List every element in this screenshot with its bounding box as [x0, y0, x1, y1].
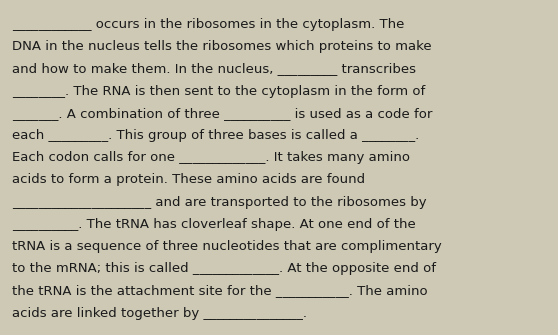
Text: to the mRNA; this is called _____________. At the opposite end of: to the mRNA; this is called ____________… [12, 262, 436, 275]
Text: ________. The RNA is then sent to the cytoplasm in the form of: ________. The RNA is then sent to the cy… [12, 85, 425, 97]
Text: acids to form a protein. These amino acids are found: acids to form a protein. These amino aci… [12, 174, 365, 186]
Text: Each codon calls for one _____________. It takes many amino: Each codon calls for one _____________. … [12, 151, 410, 164]
Text: _______. A combination of three __________ is used as a code for: _______. A combination of three ________… [12, 107, 432, 120]
Text: and how to make them. In the nucleus, _________ transcribes: and how to make them. In the nucleus, __… [12, 62, 416, 75]
Text: acids are linked together by _______________.: acids are linked together by ___________… [12, 307, 307, 320]
Text: each _________. This group of three bases is called a ________.: each _________. This group of three base… [12, 129, 419, 142]
Text: DNA in the nucleus tells the ribosomes which proteins to make: DNA in the nucleus tells the ribosomes w… [12, 40, 432, 53]
Text: ____________ occurs in the ribosomes in the cytoplasm. The: ____________ occurs in the ribosomes in … [12, 18, 405, 31]
Text: _____________________ and are transported to the ribosomes by: _____________________ and are transporte… [12, 196, 427, 209]
Text: tRNA is a sequence of three nucleotides that are complimentary: tRNA is a sequence of three nucleotides … [12, 240, 442, 253]
Text: __________. The tRNA has cloverleaf shape. At one end of the: __________. The tRNA has cloverleaf shap… [12, 218, 416, 231]
Text: the tRNA is the attachment site for the ___________. The amino: the tRNA is the attachment site for the … [12, 284, 427, 297]
